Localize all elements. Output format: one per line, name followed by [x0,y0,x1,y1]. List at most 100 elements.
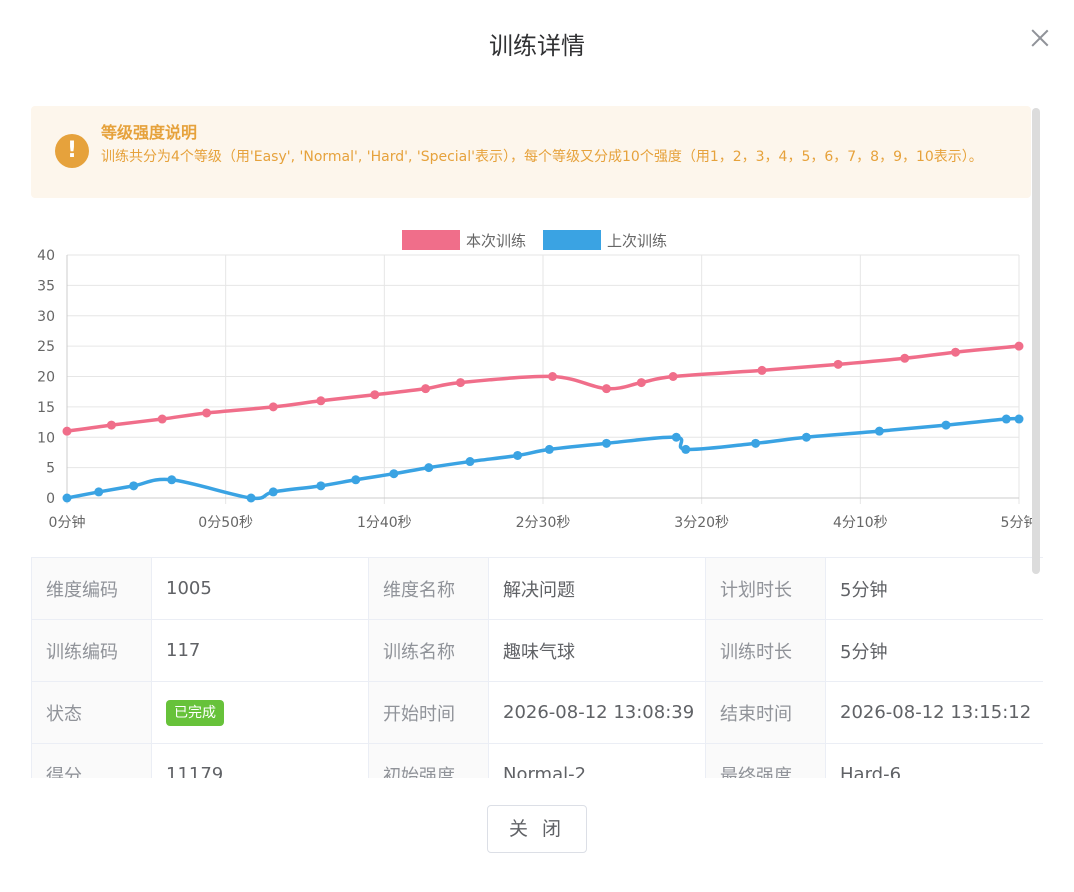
data-point [668,372,678,381]
y-tick-label: 10 [37,430,55,446]
data-point [157,414,167,424]
field-value: Hard-6 [825,743,1043,778]
data-point [62,426,72,436]
alert-title: 等级强度说明 [101,123,198,142]
chart-svg: 0 5 10 15 20 25 30 35 40 0分钟 0分50秒 1分40秒 2分30秒 3分20秒 4… [37,230,1038,531]
info-alert: ! 等级强度说明 训练共分为4个等级（用'Easy', 'Normal', 'H… [31,106,1031,198]
field-label: 得分 [31,743,152,778]
data-point [421,384,431,394]
field-label: 状态 [31,681,152,744]
field-label: 初始强度 [368,743,489,778]
data-point [833,359,843,369]
data-point [941,420,951,430]
data-point [129,481,139,491]
data-point [874,426,884,436]
data-point [370,390,380,400]
field-label: 维度名称 [368,557,489,620]
dialog-body[interactable]: ! 等级强度说明 训练共分为4个等级（用'Easy', 'Normal', 'H… [31,106,1043,778]
field-value: Normal-2 [488,743,706,778]
data-point [900,353,910,363]
data-point [681,444,691,454]
series-line [66,416,1020,501]
x-tick-label: 0分50秒 [198,515,253,531]
table-row: 得分 11179 初始强度 Normal-2 最终强度 Hard-6 [31,743,1043,778]
y-tick-label: 15 [37,400,55,416]
data-point [316,396,326,406]
data-point [62,493,72,503]
field-value: 趣味气球 [488,619,706,682]
status-cell: 已完成 [151,681,369,744]
table-row: 维度编码 1005 维度名称 解决问题 计划时长 5分钟 [31,557,1043,620]
x-tick-label: 5分钟 [1001,514,1038,531]
y-tick-label: 40 [37,248,55,264]
data-point [757,365,767,375]
data-point [801,432,811,442]
y-tick-label: 25 [37,339,55,355]
close-button[interactable]: 关 闭 [487,805,587,853]
data-point [424,463,434,473]
data-point [389,469,399,479]
field-value: 2026-08-12 13:08:39 [488,681,706,744]
field-label: 维度编码 [31,557,152,620]
field-value: 5分钟 [825,557,1043,620]
data-point [455,378,465,388]
alert-description: 训练共分为4个等级（用'Easy', 'Normal', 'Hard', 'Sp… [101,149,983,165]
table-row: 状态 已完成 开始时间 2026-08-12 13:08:39 结束时间 2026-08-… [31,681,1043,744]
data-point [671,432,681,442]
data-point [351,475,361,485]
data-point [1014,414,1024,424]
exclamation-icon: ! [55,134,89,168]
data-point [548,372,558,381]
data-point [94,487,104,497]
legend-swatch [402,230,460,250]
table-row: 训练编码 117 训练名称 趣味气球 训练时长 5分钟 [31,619,1043,682]
status-badge: 已完成 [166,699,224,726]
details-table: 维度编码 1005 维度名称 解决问题 计划时长 5分钟 训练编码 117 训练名称 趣味气球 训练… [31,557,1043,778]
field-label: 训练时长 [705,619,826,682]
data-point [268,487,278,497]
data-point [268,402,278,412]
field-label: 开始时间 [368,681,489,744]
field-value: 解决问题 [488,557,706,620]
data-point [1014,341,1024,351]
dialog-title: 训练详情 [489,32,585,60]
x-tick-label: 0分钟 [49,514,86,531]
y-tick-label: 0 [46,491,55,507]
close-icon[interactable] [1026,24,1054,52]
data-point [246,493,256,503]
x-tick-label: 3分20秒 [674,515,729,531]
field-value: 11179 [151,743,369,778]
data-point [1001,414,1011,424]
y-tick-label: 30 [37,309,55,325]
data-point [951,347,961,357]
legend-label: 上次训练 [607,232,667,250]
field-label: 最终强度 [705,743,826,778]
x-tick-label: 2分30秒 [516,515,571,531]
field-label: 结束时间 [705,681,826,744]
data-point [636,378,646,388]
training-line-chart: 0 5 10 15 20 25 30 35 40 0分钟 0分50秒 1分40秒 2分30秒 3分20秒 4… [31,214,1043,544]
field-value: 117 [151,619,369,682]
y-tick-label: 20 [37,370,55,386]
data-point [601,438,611,448]
data-point [316,481,326,491]
data-point [465,457,475,467]
data-point [106,420,116,430]
legend-label: 本次训练 [466,232,526,250]
y-tick-label: 5 [46,461,55,477]
x-tick-label: 1分40秒 [357,515,412,531]
x-tick-label: 4分10秒 [833,515,888,531]
data-point [751,438,761,448]
field-label: 训练名称 [368,619,489,682]
data-point [167,475,177,485]
field-label: 计划时长 [705,557,826,620]
field-value: 2026-08-12 13:15:12 [825,681,1043,744]
data-point [513,450,523,460]
vertical-scrollbar[interactable] [1032,108,1040,574]
field-label: 训练编码 [31,619,152,682]
legend-swatch [543,230,601,250]
y-tick-label: 35 [37,278,55,294]
dialog-header: 训练详情 [0,0,1074,84]
data-point [544,444,554,454]
data-point [202,408,212,418]
